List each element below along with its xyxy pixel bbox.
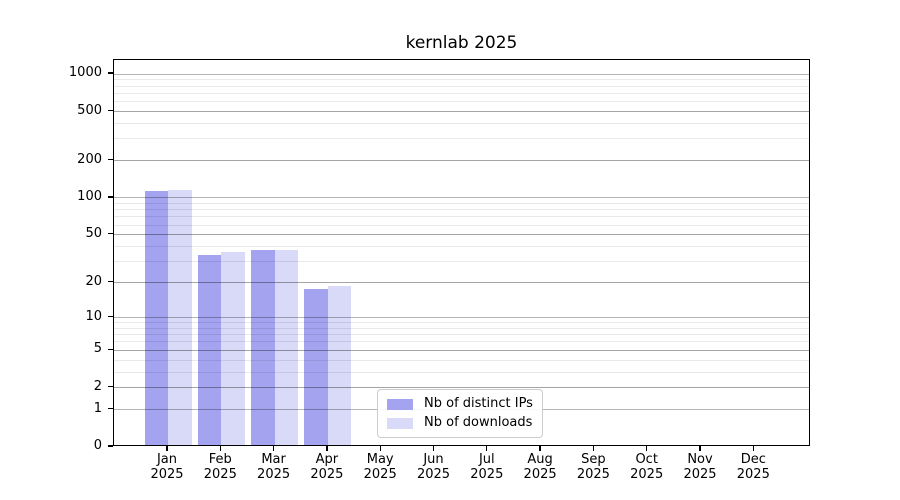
x-tick-mark-aug	[539, 446, 541, 451]
y-tick-label-20: 20	[85, 273, 102, 289]
y-tick-mark-200	[108, 159, 113, 161]
x-tick-mark-oct	[646, 446, 648, 451]
legend: Nb of distinct IPs Nb of downloads	[377, 389, 543, 438]
x-tick-mark-jul	[486, 446, 488, 451]
bar-jan-distinct-ips	[144, 190, 168, 445]
bar-apr-downloads	[327, 286, 352, 445]
x-tick-label-jan: Jan 2025	[150, 452, 184, 482]
chart-title: kernlab 2025	[405, 33, 518, 53]
x-tick-mark-mar	[272, 446, 275, 451]
y-tick-mark-20	[108, 281, 113, 283]
legend-label-downloads: Nb of downloads	[424, 415, 533, 430]
gridline-minor-400	[114, 123, 809, 125]
legend-item-distinct-ips: Nb of distinct IPs	[387, 397, 533, 411]
y-tick-mark-2	[108, 386, 113, 388]
legend-item-downloads: Nb of downloads	[387, 416, 533, 430]
gridline-minor-40	[114, 246, 809, 248]
gridline-major-10	[114, 317, 809, 319]
y-tick-mark-100	[108, 196, 113, 198]
gridline-minor-200	[114, 160, 809, 162]
gridline-minor-300	[114, 138, 809, 140]
x-tick-label-feb: Feb 2025	[203, 452, 237, 482]
gridline-minor-8	[114, 327, 809, 329]
gridline-minor-700	[114, 92, 809, 94]
x-tick-mark-nov	[699, 446, 701, 451]
y-tick-mark-50	[108, 233, 113, 235]
x-tick-label-sep: Sep 2025	[576, 452, 610, 482]
y-tick-label-50: 50	[85, 225, 102, 241]
y-tick-mark-500	[108, 109, 113, 112]
x-tick-label-apr: Apr 2025	[310, 452, 344, 482]
y-tick-mark-10	[108, 315, 113, 318]
gridline-minor-5	[114, 349, 809, 351]
x-tick-label-may: May 2025	[363, 452, 397, 482]
y-tick-mark-5	[108, 348, 113, 350]
y-tick-label-1: 1	[93, 400, 102, 416]
gridline-minor-500	[114, 111, 809, 112]
gridline-minor-800	[114, 85, 809, 87]
gridline-minor-9	[114, 322, 809, 324]
gridline-major-200	[114, 160, 809, 162]
plot-area: Nb of distinct IPs Nb of downloads	[113, 59, 810, 446]
y-tick-label-5: 5	[93, 341, 102, 357]
y-tick-label-1000: 1000	[68, 65, 102, 81]
gridline-minor-3	[114, 371, 809, 373]
bar-apr-distinct-ips	[304, 289, 328, 445]
bar-jan-downloads	[168, 190, 192, 445]
legend-swatch-downloads	[387, 417, 413, 429]
gridline-major-500	[114, 111, 809, 112]
y-tick-label-10: 10	[85, 308, 102, 324]
gridline-major-5	[114, 349, 809, 351]
legend-swatch-distinct-ips	[387, 398, 413, 410]
y-tick-label-200: 200	[77, 151, 102, 167]
gridline-minor-90	[114, 203, 809, 205]
x-tick-label-oct: Oct 2025	[630, 452, 664, 482]
gridline-minor-900	[114, 79, 809, 81]
x-tick-mark-dec	[752, 446, 754, 451]
gridline-major-100	[114, 197, 809, 199]
gridline-minor-7	[114, 334, 809, 336]
bar-mar-distinct-ips	[251, 250, 275, 445]
x-tick-label-jun: Jun 2025	[416, 452, 451, 482]
gridline-major-1000	[114, 73, 809, 75]
y-tick-label-0: 0	[93, 438, 102, 453]
gridline-minor-20	[114, 282, 809, 284]
x-tick-label-jul: Jul 2025	[470, 452, 504, 482]
gridline-minor-50	[114, 234, 809, 236]
gridline-major-20	[114, 282, 809, 284]
x-tick-label-dec: Dec 2025	[736, 452, 770, 482]
gridline-minor-60	[114, 224, 809, 226]
x-tick-mark-jan	[166, 446, 168, 451]
x-tick-label-mar: Mar 2025	[257, 452, 291, 482]
gridline-minor-6	[114, 341, 809, 343]
gridline-minor-70	[114, 216, 809, 218]
y-tick-mark-1	[108, 407, 113, 410]
x-tick-label-nov: Nov 2025	[683, 452, 717, 482]
x-tick-label-aug: Aug 2025	[523, 452, 557, 482]
x-tick-mark-sep	[592, 446, 595, 451]
gridline-major-50	[114, 234, 809, 236]
legend-label-distinct-ips: Nb of distinct IPs	[424, 396, 533, 411]
gridline-major-2	[114, 387, 809, 389]
x-tick-mark-may	[379, 446, 381, 451]
gridline-minor-600	[114, 101, 809, 103]
y-tick-label-100: 100	[77, 188, 102, 204]
x-tick-mark-jun	[432, 446, 435, 451]
gridline-minor-80	[114, 209, 809, 211]
gridline-minor-4	[114, 359, 809, 361]
x-tick-mark-feb	[219, 446, 221, 451]
x-tick-mark-apr	[326, 446, 328, 451]
y-tick-label-2: 2	[93, 378, 102, 394]
y-tick-mark-1000	[108, 72, 113, 74]
y-tick-label-500: 500	[77, 102, 102, 118]
y-tick-mark-0	[108, 445, 113, 447]
bar-feb-distinct-ips	[197, 254, 222, 445]
gridline-minor-2	[114, 387, 809, 389]
bar-mar-downloads	[274, 250, 299, 445]
bar-feb-downloads	[221, 251, 245, 445]
gridline-minor-30	[114, 261, 809, 263]
